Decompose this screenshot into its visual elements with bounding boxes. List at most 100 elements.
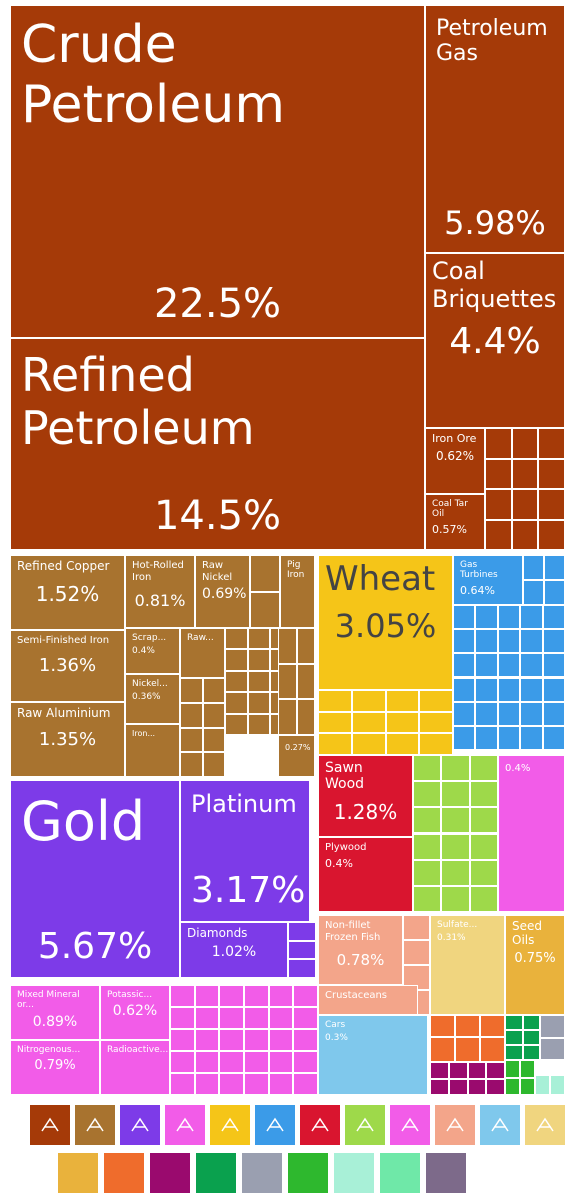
small-cell	[480, 1037, 505, 1062]
legend-swatch	[334, 1153, 374, 1193]
small-cell	[485, 489, 512, 520]
small-cell	[202, 752, 225, 777]
small-cell	[202, 702, 225, 728]
small-cell	[413, 859, 442, 886]
treemap-cell: Seed Oils 0.75%	[505, 915, 565, 1015]
small-cell	[419, 690, 453, 712]
small-cell	[318, 733, 352, 755]
small-cell	[441, 885, 470, 912]
legend-swatch	[435, 1105, 475, 1145]
small-cell	[268, 1073, 294, 1095]
small-cell	[523, 580, 544, 605]
legend-swatch	[390, 1105, 430, 1145]
small-cell	[244, 1007, 269, 1029]
small-cell	[455, 1037, 480, 1062]
cell-value: 0.31%	[437, 933, 466, 944]
cell-label: Petroleum Gas	[436, 16, 548, 67]
cell-label: Wheat	[325, 559, 436, 599]
small-cell	[385, 711, 420, 734]
treemap-cell: Gold 5.67%	[10, 780, 180, 978]
small-cell	[480, 1015, 505, 1037]
small-cell	[469, 859, 498, 886]
small-cell	[520, 725, 543, 750]
small-cell	[523, 555, 544, 580]
small-cell	[180, 727, 203, 753]
small-cell	[296, 663, 315, 700]
legend-icon	[176, 1117, 194, 1132]
small-cell	[288, 940, 316, 960]
small-cell	[469, 755, 498, 782]
cell-value: 0.4%	[132, 646, 155, 657]
small-cell	[469, 781, 498, 808]
small-cell	[170, 1073, 195, 1095]
small-cell	[441, 807, 470, 834]
small-cell	[538, 519, 565, 550]
cell-value: 4.4%	[449, 321, 541, 363]
treemap-cell: Coal Briquettes 4.4%	[425, 253, 565, 428]
small-cell	[469, 833, 498, 860]
legend-icon	[401, 1117, 419, 1132]
small-cell	[293, 1051, 318, 1073]
cell-value: 0.36%	[132, 692, 161, 703]
small-cell	[467, 1078, 487, 1095]
small-cell	[288, 959, 316, 978]
treemap-cell: Wheat 3.05%	[318, 555, 453, 690]
legend-swatch	[255, 1105, 295, 1145]
small-cell	[511, 519, 539, 550]
cell-value: 3.17%	[191, 870, 306, 911]
small-cell	[413, 781, 442, 808]
small-cell	[278, 699, 297, 735]
cell-value: 0.62%	[435, 448, 475, 463]
small-cell	[219, 1007, 244, 1029]
treemap-cell: Semi-Finished Iron 1.36%	[10, 630, 125, 702]
small-cell	[268, 1029, 294, 1051]
legend-icon	[221, 1117, 239, 1132]
small-cell	[522, 1045, 540, 1060]
cell-value: 0.64%	[460, 583, 495, 597]
cell-label: Non-fillet Frozen Fish	[325, 920, 381, 943]
cell-label: Coal Tar Oil	[432, 499, 468, 520]
cell-label: Iron...	[132, 729, 156, 738]
small-cell	[194, 1051, 220, 1073]
treemap-cell: Diamonds 1.02%	[180, 922, 288, 978]
cell-label: Refined Petroleum	[21, 348, 255, 455]
cell-label: Crustaceans	[325, 990, 388, 1001]
small-cell	[497, 653, 521, 678]
small-cell	[293, 1073, 318, 1095]
legend-icon	[536, 1117, 554, 1132]
small-cell	[453, 677, 476, 702]
treemap-cell: 0.4%	[498, 755, 565, 912]
small-cell	[247, 713, 270, 735]
treemap-cell: Non-fillet Frozen Fish 0.78%	[318, 915, 403, 985]
small-cell	[194, 985, 220, 1007]
cell-label: Diamonds	[187, 926, 248, 940]
cell-value: 0.62%	[112, 1003, 158, 1020]
small-cell	[430, 1078, 449, 1095]
small-cell	[538, 458, 565, 489]
cell-label: Raw Aluminium	[17, 706, 111, 720]
small-cell	[247, 692, 270, 714]
legend-icon	[356, 1117, 374, 1132]
small-cell	[225, 713, 248, 735]
small-cell	[268, 1007, 294, 1029]
small-cell	[540, 1015, 565, 1038]
legend-icon	[86, 1117, 104, 1132]
cell-label: Plywood	[325, 842, 367, 853]
cell-value: 0.57%	[432, 522, 467, 536]
cell-label: Cars	[325, 1020, 346, 1030]
treemap-cell: Mixed Mineral or... 0.89%	[10, 985, 100, 1040]
small-cell	[170, 1029, 195, 1051]
treemap-cell: Plywood 0.4%	[318, 837, 413, 912]
small-cell	[441, 781, 470, 808]
small-cell	[170, 985, 195, 1007]
cell-value: 0.75%	[514, 950, 556, 966]
small-cell	[225, 628, 248, 650]
small-cell	[542, 653, 565, 678]
treemap-cell: Raw Nickel 0.69%	[195, 555, 250, 628]
cell-value: 1.35%	[38, 728, 97, 750]
small-cell	[475, 701, 498, 726]
legend-icon	[311, 1117, 329, 1132]
cell-value: 0.3%	[325, 1033, 348, 1044]
legend-swatch	[75, 1105, 115, 1145]
cell-value: 14.5%	[153, 493, 282, 539]
